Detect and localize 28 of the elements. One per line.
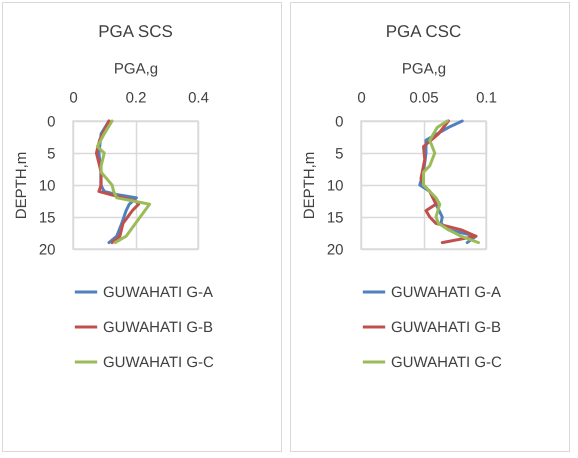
y-tick-label: 20: [38, 242, 56, 258]
x-tick-label: 0.4: [188, 90, 209, 106]
y-tick-label: 5: [47, 146, 56, 162]
y-tick-label: 10: [326, 178, 344, 194]
legend-label: GUWAHATI G-B: [391, 319, 501, 336]
chart-title: PGA CSC: [386, 22, 462, 41]
legend-label: GUWAHATI G-B: [103, 319, 213, 336]
x-tick-label: 0.05: [409, 90, 439, 106]
chart-title: PGA SCS: [98, 22, 173, 41]
y-tick-label: 0: [47, 114, 56, 130]
y-tick-label: 15: [326, 210, 344, 226]
legend-label: GUWAHATI G-C: [103, 354, 214, 371]
x-tick-label: 0: [357, 90, 366, 106]
legend-label: GUWAHATI G-C: [391, 354, 502, 371]
x-axis-title: PGA,g: [402, 60, 446, 78]
y-tick-label: 20: [326, 242, 344, 258]
legend-label: GUWAHATI G-A: [103, 284, 213, 301]
y-tick-label: 0: [335, 114, 344, 130]
y-tick-label: 15: [38, 210, 56, 226]
x-tick-label: 0: [69, 90, 78, 106]
y-axis-title: DEPTH,m: [300, 152, 318, 220]
legend-label: GUWAHATI G-A: [391, 284, 501, 301]
x-axis-title: PGA,g: [114, 60, 158, 78]
x-tick-label: 0.1: [476, 90, 497, 106]
x-tick-label: 0.2: [126, 90, 146, 106]
y-tick-label: 5: [335, 146, 344, 162]
y-axis-title: DEPTH,m: [12, 152, 30, 220]
y-tick-label: 10: [38, 178, 56, 194]
